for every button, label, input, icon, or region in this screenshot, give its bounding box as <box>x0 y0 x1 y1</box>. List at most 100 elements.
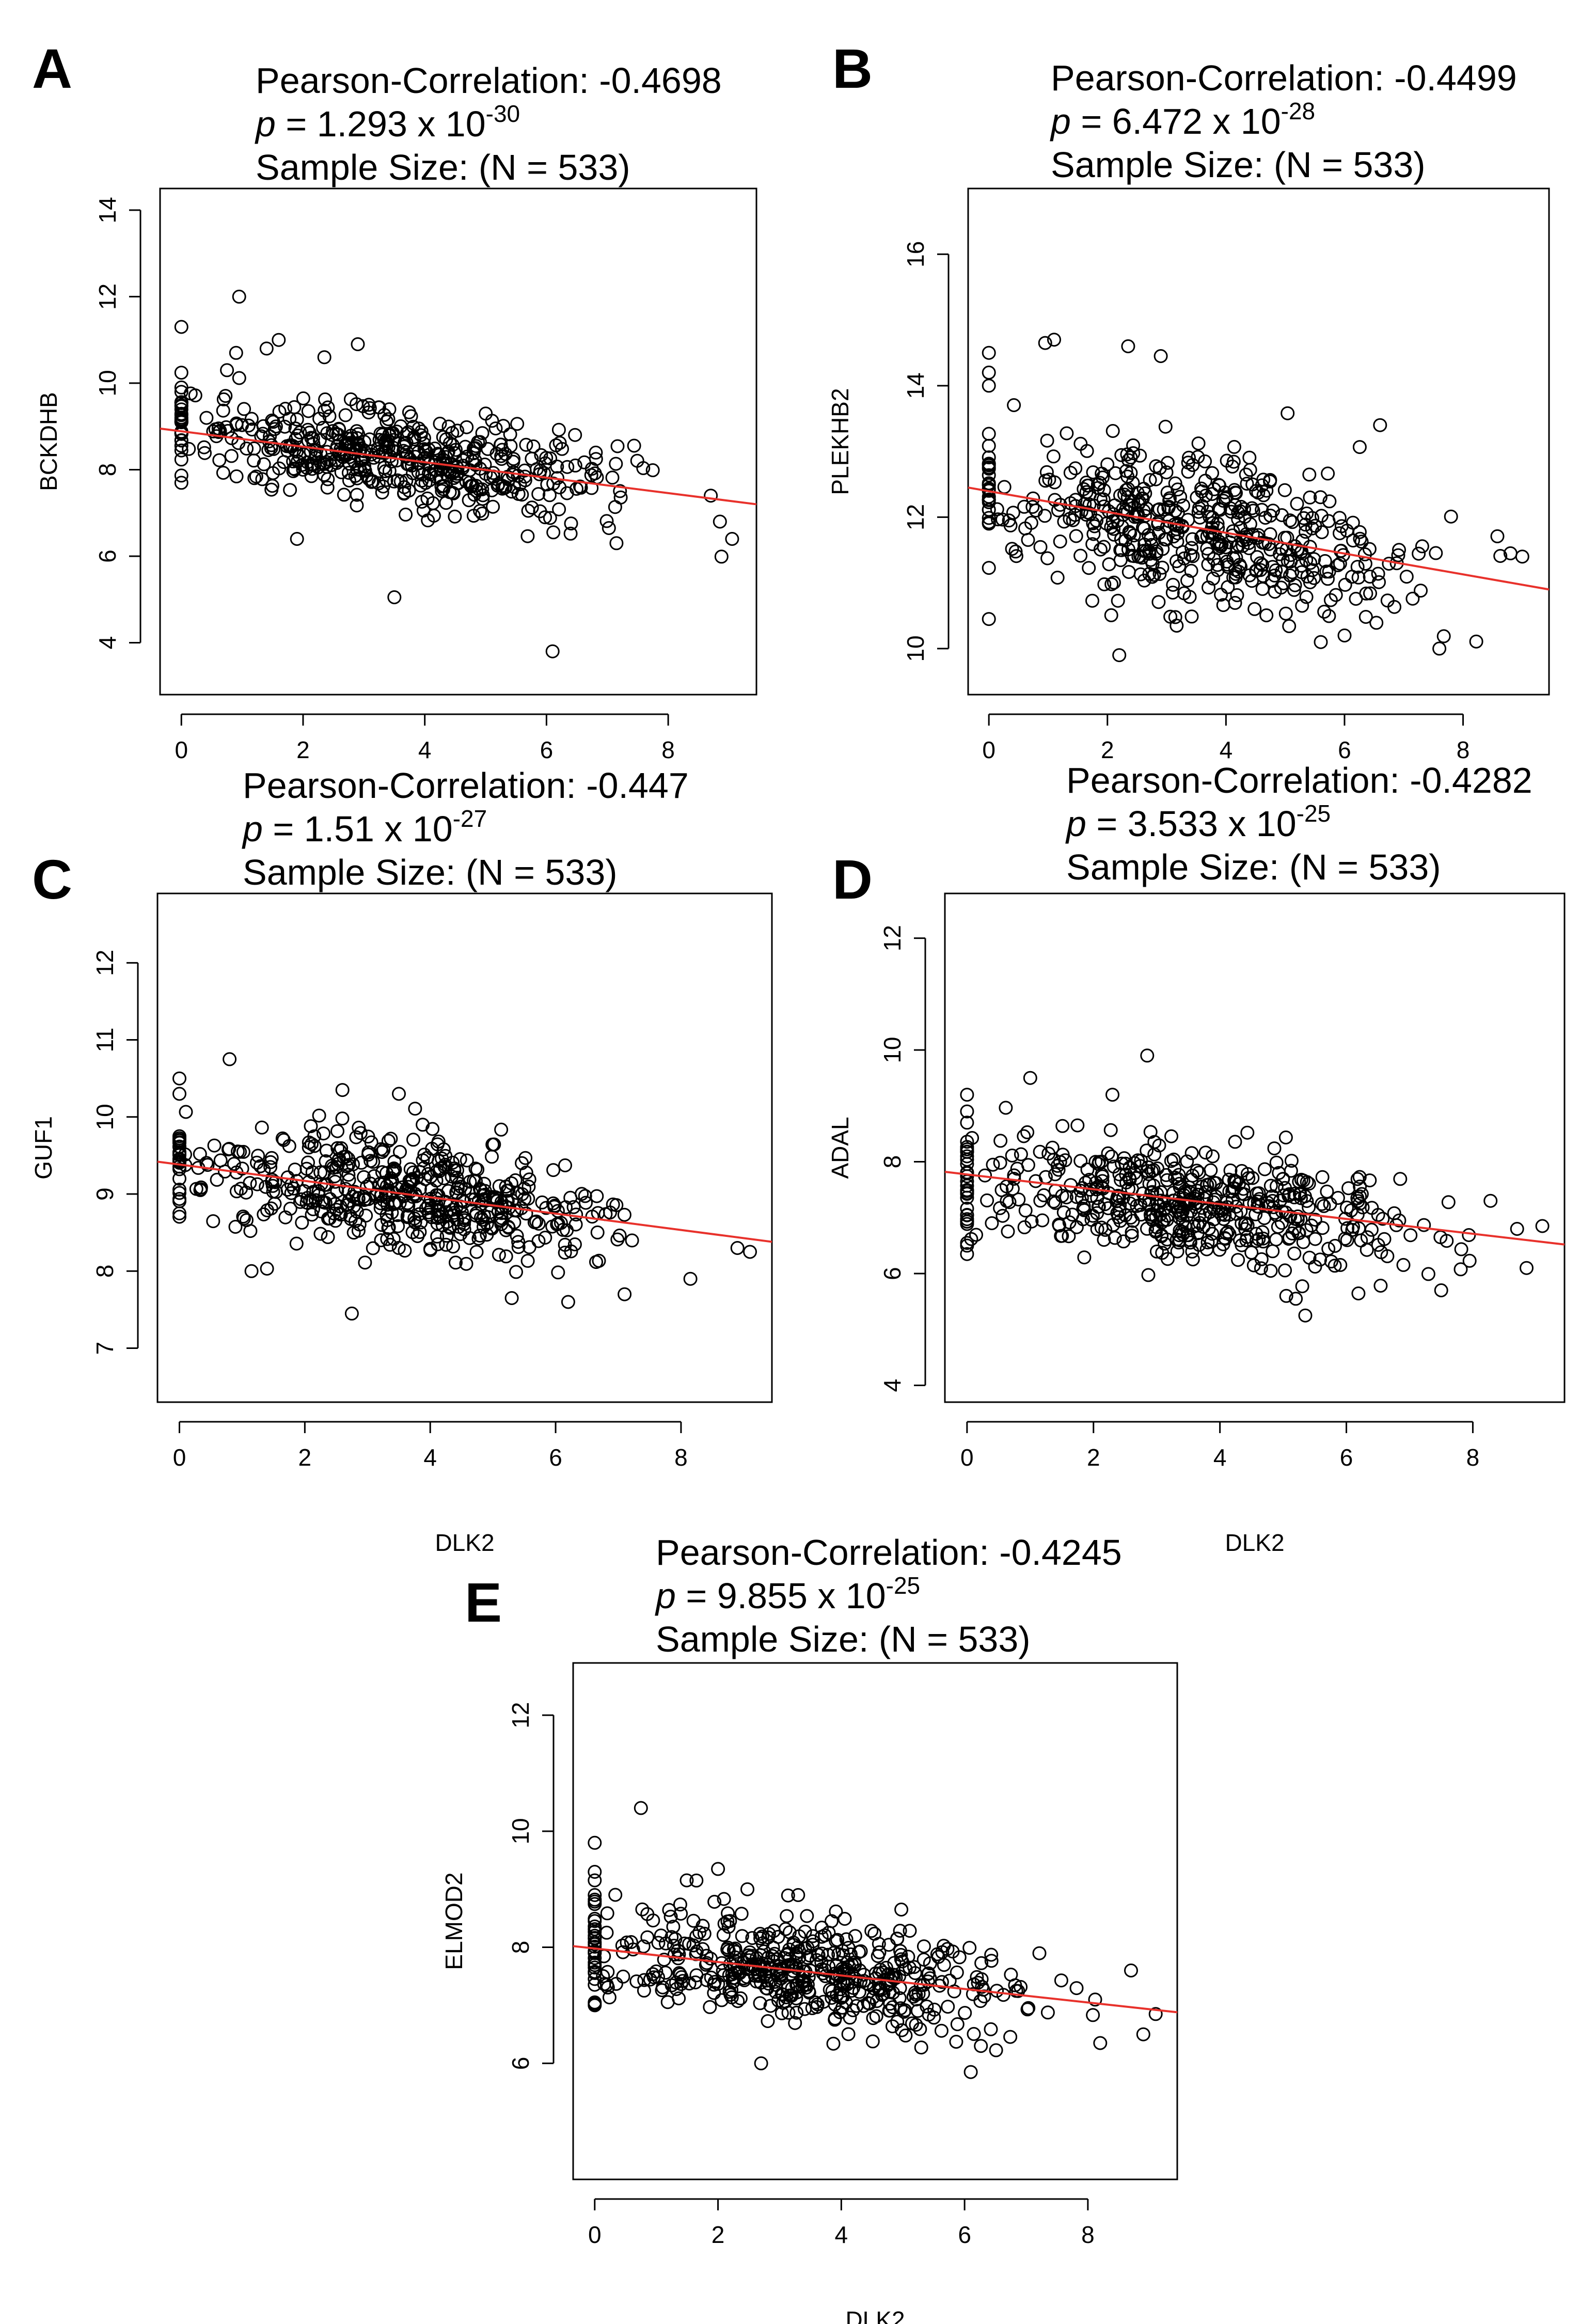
scatter-point <box>178 1147 192 1161</box>
scatter-point <box>1436 629 1451 643</box>
scatter-point <box>301 404 315 418</box>
scatter-point <box>423 1242 437 1256</box>
scatter-point <box>741 1948 756 1962</box>
scatter-point <box>1278 1130 1293 1144</box>
scatter-point <box>950 2017 965 2031</box>
scatter-point <box>780 1909 794 1923</box>
scatter-point <box>307 1129 322 1143</box>
panel-letter: A <box>32 37 72 100</box>
y-axis-label: ELMOD2 <box>440 1872 467 1970</box>
scatter-point <box>1077 1199 1091 1213</box>
scatter-point <box>568 1217 583 1232</box>
scatter-point <box>601 1965 615 1979</box>
scatter-point <box>1038 336 1052 350</box>
scatter-point <box>1454 1242 1468 1257</box>
scatter-point <box>374 1187 389 1201</box>
scatter-point <box>1288 578 1302 592</box>
scatter-point <box>729 1945 743 1959</box>
scatter-point <box>520 1253 535 1268</box>
x-tick-label: 2 <box>298 1444 312 1471</box>
scatter-point <box>1124 498 1139 512</box>
scatter-point <box>492 1248 506 1262</box>
scatter-point <box>381 1134 396 1148</box>
scatter-point <box>743 1245 757 1259</box>
scatter-point <box>1180 1154 1194 1169</box>
scatter-point <box>179 1105 193 1119</box>
scatter-point <box>1236 1182 1251 1196</box>
scatter-point <box>433 416 447 431</box>
scatter-point <box>539 451 554 465</box>
scatter-point <box>1510 1222 1524 1236</box>
scatter-point <box>405 458 419 473</box>
scatter-point <box>418 444 433 458</box>
scatter-point <box>1434 1283 1448 1297</box>
scatter-point <box>437 1159 452 1174</box>
scatter-point <box>494 437 508 452</box>
scatter-point <box>247 471 262 485</box>
scatter-point <box>1268 568 1282 583</box>
scatter-point <box>982 365 996 380</box>
scatter-point <box>460 420 474 434</box>
scatter-point <box>337 488 351 502</box>
scatter-point <box>999 1101 1013 1115</box>
scatter-point <box>1171 526 1185 541</box>
scatter-point <box>1152 567 1167 581</box>
scatter-point <box>431 1204 445 1218</box>
scatter-point <box>346 1157 360 1172</box>
scatter-point <box>193 1147 207 1161</box>
scatter-point <box>1149 1244 1164 1259</box>
scatter-point <box>1331 1191 1345 1205</box>
scatter-point <box>1337 629 1352 642</box>
scatter-point <box>1377 1232 1392 1246</box>
scatter-point <box>431 1188 446 1203</box>
scatter-point <box>1223 535 1237 549</box>
scatter-point <box>1020 2002 1035 2017</box>
scatter-point <box>1254 1261 1268 1276</box>
y-tick-label: 6 <box>507 2056 534 2070</box>
scatter-point <box>408 1102 422 1116</box>
p-value-mantissa: = 1.293 x 10 <box>276 104 486 144</box>
scatter-point <box>485 1150 499 1164</box>
scatter-point <box>1315 1170 1330 1184</box>
scatter-point <box>1035 1213 1050 1228</box>
scatter-point <box>1148 2007 1163 2021</box>
plot-frame <box>944 892 1566 1403</box>
scatter-point <box>1182 450 1196 465</box>
scatter-point <box>1064 1178 1078 1192</box>
scatter-point <box>463 1174 477 1189</box>
p-value-exponent: -30 <box>486 100 520 127</box>
scatter-point <box>519 1166 533 1180</box>
scatter-point <box>609 536 624 551</box>
scatter-point <box>1008 544 1023 559</box>
scatter-point <box>459 1257 473 1271</box>
scatter-point <box>494 1122 509 1137</box>
scatter-point <box>1191 450 1205 464</box>
scatter-point <box>605 470 620 485</box>
scatter-point <box>318 392 333 406</box>
scatter-point <box>1083 507 1097 521</box>
scatter-point <box>207 1138 222 1153</box>
scatter-point <box>1276 1188 1291 1203</box>
scatter-point <box>446 1239 460 1254</box>
scatter-point <box>982 346 996 360</box>
scatter-point <box>584 462 599 476</box>
scatter-point <box>716 1928 731 1942</box>
scatter-point <box>439 1229 454 1243</box>
scatter-point <box>1372 575 1386 589</box>
scatter-point <box>334 1207 348 1222</box>
scatter-point <box>1185 532 1199 546</box>
scatter-point <box>1017 1129 1031 1143</box>
scatter-point <box>1323 593 1338 607</box>
plot-frame <box>967 187 1550 696</box>
scatter-point <box>302 1140 316 1155</box>
scatter-point <box>689 1873 704 1888</box>
scatter-point <box>771 1929 785 1944</box>
scatter-point <box>672 1991 686 2005</box>
scatter-point <box>761 1951 776 1965</box>
scatter-point <box>1255 503 1269 517</box>
scatter-point <box>828 2011 842 2025</box>
scatter-point <box>1018 1203 1033 1218</box>
scatter-point <box>448 509 462 524</box>
